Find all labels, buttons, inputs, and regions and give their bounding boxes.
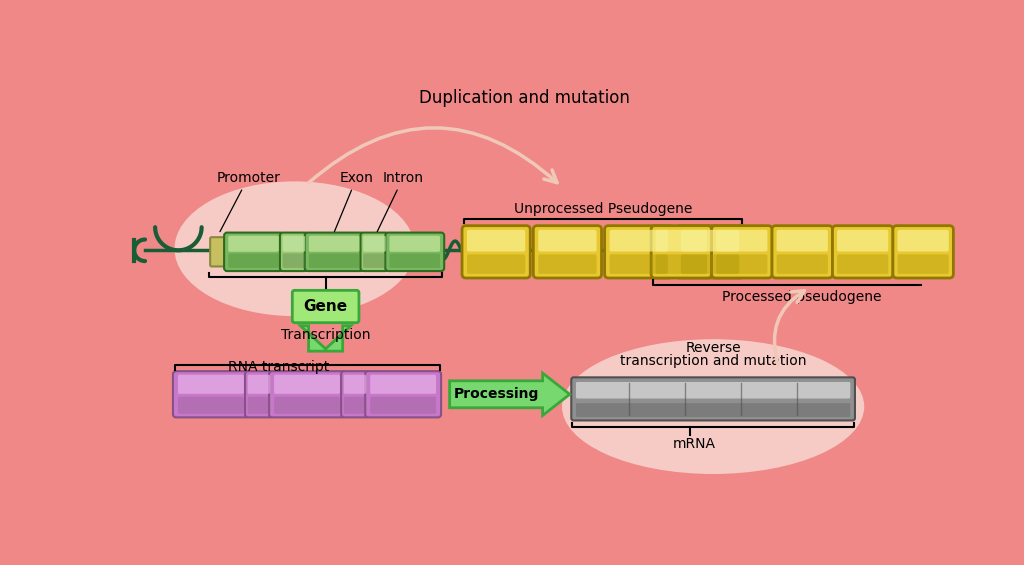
FancyBboxPatch shape [462, 225, 530, 278]
FancyBboxPatch shape [178, 397, 244, 414]
Text: Duplication and mutation: Duplication and mutation [420, 89, 630, 107]
FancyBboxPatch shape [539, 254, 597, 274]
FancyBboxPatch shape [309, 254, 359, 268]
Polygon shape [450, 373, 569, 415]
Text: transcription and mutation: transcription and mutation [620, 354, 806, 368]
FancyBboxPatch shape [248, 375, 270, 394]
FancyBboxPatch shape [655, 230, 707, 251]
Text: Reverse: Reverse [685, 341, 741, 355]
FancyBboxPatch shape [897, 230, 949, 251]
FancyBboxPatch shape [344, 375, 367, 394]
FancyBboxPatch shape [681, 230, 739, 251]
FancyBboxPatch shape [389, 236, 440, 252]
FancyBboxPatch shape [245, 371, 273, 418]
FancyBboxPatch shape [467, 230, 525, 251]
FancyBboxPatch shape [360, 233, 388, 271]
FancyBboxPatch shape [575, 382, 850, 398]
FancyBboxPatch shape [571, 377, 855, 420]
FancyBboxPatch shape [676, 225, 744, 278]
FancyBboxPatch shape [283, 236, 305, 252]
FancyArrowPatch shape [774, 291, 804, 366]
FancyBboxPatch shape [837, 230, 889, 251]
FancyBboxPatch shape [534, 225, 601, 278]
FancyBboxPatch shape [341, 371, 369, 418]
FancyBboxPatch shape [178, 375, 244, 394]
FancyBboxPatch shape [833, 225, 893, 278]
FancyBboxPatch shape [897, 254, 949, 274]
FancyBboxPatch shape [292, 290, 359, 323]
FancyArrowPatch shape [308, 128, 557, 183]
FancyBboxPatch shape [371, 397, 436, 414]
FancyBboxPatch shape [893, 225, 953, 278]
FancyBboxPatch shape [575, 403, 850, 417]
FancyBboxPatch shape [280, 233, 308, 271]
FancyBboxPatch shape [274, 397, 340, 414]
FancyBboxPatch shape [772, 225, 833, 278]
FancyBboxPatch shape [228, 254, 279, 268]
FancyBboxPatch shape [364, 254, 386, 268]
FancyBboxPatch shape [173, 371, 249, 418]
FancyBboxPatch shape [837, 254, 889, 274]
FancyBboxPatch shape [283, 254, 305, 268]
Text: Processing: Processing [454, 387, 539, 401]
Text: RNA transcript: RNA transcript [228, 360, 330, 373]
FancyBboxPatch shape [385, 233, 444, 271]
FancyBboxPatch shape [655, 254, 707, 274]
FancyBboxPatch shape [371, 375, 436, 394]
Text: Processed pseudogene: Processed pseudogene [723, 289, 882, 303]
FancyBboxPatch shape [681, 254, 739, 274]
FancyBboxPatch shape [776, 254, 827, 274]
Ellipse shape [174, 181, 415, 316]
Text: Unprocessed Pseudogene: Unprocessed Pseudogene [514, 202, 692, 216]
FancyBboxPatch shape [224, 233, 283, 271]
FancyBboxPatch shape [305, 233, 364, 271]
Text: Intron: Intron [377, 171, 424, 232]
FancyBboxPatch shape [389, 254, 440, 268]
Text: Promoter: Promoter [216, 171, 280, 232]
FancyBboxPatch shape [248, 397, 270, 414]
FancyBboxPatch shape [604, 225, 673, 278]
FancyBboxPatch shape [651, 225, 712, 278]
FancyBboxPatch shape [366, 371, 441, 418]
FancyBboxPatch shape [776, 230, 827, 251]
Text: Gene: Gene [303, 299, 348, 314]
FancyBboxPatch shape [712, 225, 772, 278]
FancyBboxPatch shape [344, 397, 367, 414]
FancyBboxPatch shape [716, 230, 767, 251]
Text: Transcription: Transcription [281, 328, 371, 342]
FancyBboxPatch shape [309, 236, 359, 252]
FancyBboxPatch shape [539, 230, 597, 251]
FancyBboxPatch shape [269, 371, 345, 418]
FancyBboxPatch shape [364, 236, 386, 252]
FancyBboxPatch shape [228, 236, 279, 252]
FancyBboxPatch shape [467, 254, 525, 274]
FancyBboxPatch shape [609, 230, 668, 251]
Ellipse shape [562, 339, 864, 474]
FancyBboxPatch shape [274, 375, 340, 394]
Text: mRNA: mRNA [672, 437, 715, 451]
FancyBboxPatch shape [716, 254, 767, 274]
Polygon shape [300, 326, 351, 351]
FancyBboxPatch shape [210, 237, 227, 267]
Text: Exon: Exon [335, 171, 374, 232]
FancyBboxPatch shape [609, 254, 668, 274]
